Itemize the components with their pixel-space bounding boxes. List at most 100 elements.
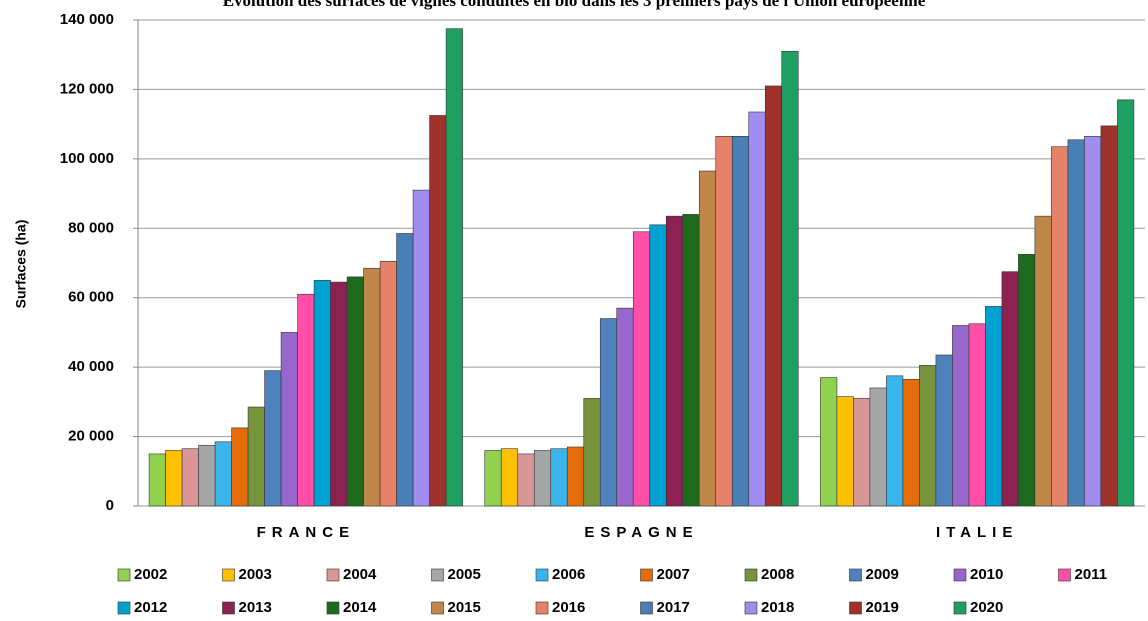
legend-label: 2010 — [970, 566, 1003, 583]
bar — [781, 50, 799, 507]
y-tick-label: 120 000 — [60, 80, 114, 97]
legend-label: 2014 — [343, 599, 377, 616]
y-tick-label: 140 000 — [60, 11, 114, 28]
x-tick-label: FRANCE — [257, 524, 356, 541]
legend-label: 2018 — [761, 599, 794, 616]
bar — [665, 215, 684, 507]
legend-label: 2013 — [239, 599, 272, 616]
bar — [731, 135, 750, 507]
bar — [1117, 99, 1135, 507]
bar — [902, 378, 920, 507]
bar — [247, 406, 265, 507]
bar — [748, 111, 766, 507]
bar — [148, 453, 166, 507]
x-tick-label: ESPAGNE — [584, 524, 698, 541]
bar — [1001, 271, 1019, 507]
bar — [1100, 125, 1118, 507]
bar — [533, 450, 552, 507]
x-tick-label: ITALIE — [936, 524, 1018, 541]
legend-swatch — [535, 568, 549, 582]
legend-swatch — [431, 568, 444, 582]
bar — [517, 453, 535, 507]
legend-label: 2009 — [866, 566, 899, 583]
legend-label: 2002 — [134, 566, 167, 583]
legend-label: 2007 — [657, 566, 690, 583]
legend-swatch — [117, 601, 131, 615]
legend-label: 2011 — [1075, 566, 1108, 583]
bar — [445, 28, 463, 507]
legend-label: 2017 — [657, 599, 690, 616]
bar — [484, 450, 502, 507]
bar — [836, 396, 854, 507]
bar — [764, 85, 783, 507]
legend-swatch — [222, 568, 235, 582]
legend-swatch — [535, 601, 549, 615]
bar — [313, 280, 331, 507]
bar — [952, 325, 970, 507]
legend-label: 2006 — [552, 566, 585, 583]
bar — [198, 444, 216, 507]
bar — [550, 448, 568, 507]
bar — [231, 427, 249, 507]
legend-swatch — [640, 601, 653, 615]
bar — [346, 276, 364, 507]
legend-label: 2019 — [866, 599, 899, 616]
bar — [682, 214, 700, 507]
bar — [566, 446, 585, 507]
bar — [1051, 146, 1069, 507]
legend-label: 2003 — [239, 566, 272, 583]
bar — [632, 231, 651, 507]
bar — [919, 365, 937, 507]
legend-swatch — [953, 568, 967, 582]
legend-swatch — [849, 601, 862, 615]
bar — [616, 307, 634, 507]
bar — [820, 377, 838, 507]
bar — [698, 170, 717, 507]
y-axis-label: Surfaces (ha) — [13, 220, 29, 309]
bar — [649, 224, 667, 507]
legend-swatch — [222, 601, 235, 615]
legend-swatch — [431, 601, 444, 615]
y-tick-label: 60 000 — [68, 289, 114, 306]
bar — [853, 398, 871, 507]
bar — [1018, 254, 1036, 507]
bar — [500, 448, 519, 507]
legend-label: 2020 — [970, 599, 1003, 616]
bar — [363, 267, 381, 507]
bar — [412, 189, 430, 507]
chart-title: Évolution des surfaces de vignes conduit… — [223, 0, 926, 10]
bar — [599, 318, 618, 507]
y-tick-label: 0 — [106, 497, 114, 514]
legend-label: 2016 — [552, 599, 585, 616]
bar — [214, 441, 232, 507]
legend-label: 2012 — [134, 599, 167, 616]
legend-swatch — [117, 568, 131, 582]
bar — [264, 370, 282, 507]
legend-swatch — [744, 568, 758, 582]
bar — [583, 398, 601, 507]
y-tick-label: 100 000 — [60, 150, 114, 167]
bar — [330, 281, 348, 507]
legend-label: 2005 — [448, 566, 481, 583]
bar — [280, 332, 298, 507]
bar — [1067, 139, 1085, 507]
bar — [379, 260, 397, 507]
legend-swatch — [1058, 568, 1071, 582]
bar — [985, 306, 1003, 507]
legend-swatch — [744, 601, 758, 615]
bar — [297, 293, 315, 507]
bar — [869, 387, 887, 507]
bar — [1034, 215, 1052, 507]
bar — [1084, 135, 1102, 507]
y-tick-label: 20 000 — [68, 428, 114, 445]
legend-label: 2015 — [448, 599, 481, 616]
bar — [968, 323, 986, 507]
bar — [396, 233, 414, 507]
legend-label: 2004 — [343, 566, 377, 583]
bar — [715, 135, 733, 507]
legend-swatch — [849, 568, 862, 582]
bar — [181, 448, 199, 507]
y-tick-label: 40 000 — [68, 358, 114, 375]
y-tick-label: 80 000 — [68, 219, 114, 236]
